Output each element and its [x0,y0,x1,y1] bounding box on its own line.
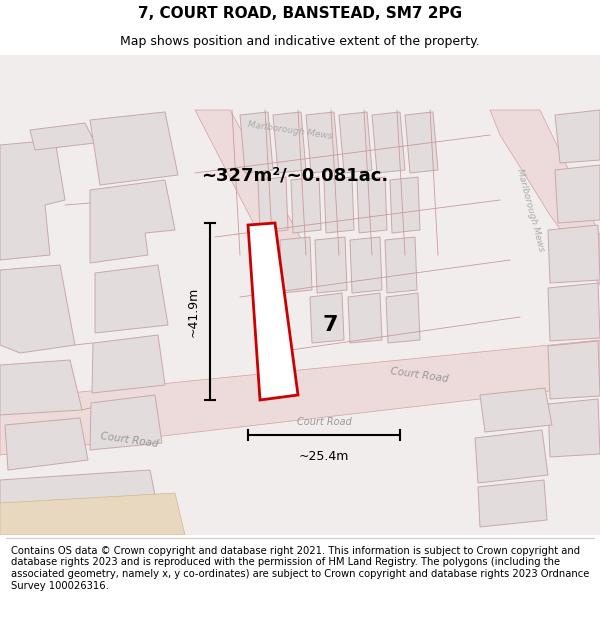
Polygon shape [0,470,160,530]
Polygon shape [348,293,382,343]
Polygon shape [90,180,175,263]
Polygon shape [405,112,438,173]
Text: Court Road: Court Road [100,431,160,449]
Polygon shape [555,110,600,163]
Text: Contains OS data © Crown copyright and database right 2021. This information is : Contains OS data © Crown copyright and d… [11,546,589,591]
Text: Court Road: Court Road [296,417,352,427]
Polygon shape [291,177,321,233]
Polygon shape [324,177,354,233]
Polygon shape [0,55,600,535]
Polygon shape [548,225,600,283]
Text: 7, COURT ROAD, BANSTEAD, SM7 2PG: 7, COURT ROAD, BANSTEAD, SM7 2PG [138,6,462,21]
Polygon shape [0,360,82,415]
Polygon shape [30,123,95,150]
Polygon shape [258,177,288,233]
Polygon shape [548,283,600,341]
Text: Court Road: Court Road [390,366,449,384]
Polygon shape [240,112,273,173]
Text: Map shows position and indicative extent of the property.: Map shows position and indicative extent… [120,35,480,48]
Text: 7: 7 [322,315,338,335]
Polygon shape [273,112,306,173]
Polygon shape [95,265,168,333]
Polygon shape [0,493,185,535]
Polygon shape [310,293,344,343]
Text: ~41.9m: ~41.9m [187,286,200,337]
Text: Marlborough Mews: Marlborough Mews [247,119,333,141]
Polygon shape [555,165,600,223]
Polygon shape [92,335,165,393]
Polygon shape [478,480,547,527]
Polygon shape [90,112,178,185]
Text: ~25.4m: ~25.4m [299,450,349,463]
Polygon shape [386,293,420,343]
Polygon shape [195,110,310,265]
Polygon shape [280,237,312,293]
Polygon shape [339,112,372,173]
Polygon shape [475,430,548,483]
Polygon shape [372,112,405,173]
Polygon shape [0,340,600,455]
Polygon shape [385,237,417,293]
Polygon shape [0,265,75,353]
Polygon shape [490,110,600,285]
Polygon shape [248,223,298,400]
Polygon shape [480,388,552,432]
Text: ~327m²/~0.081ac.: ~327m²/~0.081ac. [202,166,389,184]
Polygon shape [5,418,88,470]
Polygon shape [357,177,387,233]
Text: Marlborough Mews: Marlborough Mews [515,168,545,252]
Polygon shape [548,399,600,457]
Polygon shape [90,395,162,450]
Polygon shape [0,140,65,260]
Polygon shape [548,341,600,399]
Polygon shape [350,237,382,293]
Polygon shape [315,237,347,293]
Polygon shape [306,112,339,173]
Polygon shape [390,177,420,233]
